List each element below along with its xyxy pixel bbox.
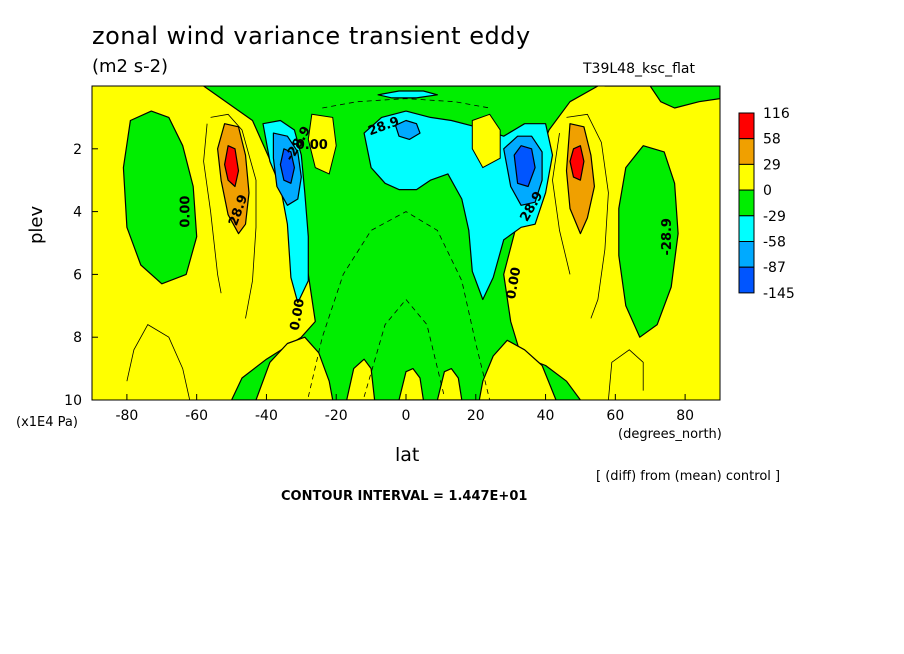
lightblue-top-center <box>394 119 421 140</box>
contour-right-thin-1 <box>566 113 609 319</box>
y-axis: 2 4 6 8 10 <box>64 142 98 409</box>
blue-left-core <box>279 148 295 184</box>
legend-swatch <box>738 138 755 165</box>
legend-swatch <box>738 215 755 243</box>
x-tick-label: 80 <box>676 408 694 424</box>
yellow-bump-a <box>346 358 376 400</box>
x-tick-label: -80 <box>115 408 138 424</box>
legend-label: -58 <box>763 235 786 251</box>
contour-lower-left-ring <box>126 324 191 400</box>
x-tick-label: 20 <box>467 408 485 424</box>
x-tick-label: -40 <box>255 408 278 424</box>
contour-label: 0.00 <box>296 138 328 153</box>
x-axis-units: (degrees_north) <box>618 427 722 442</box>
contour-left-thin-1 <box>210 113 257 319</box>
x-axis-label: lat <box>395 444 420 466</box>
contour-right-thin-2 <box>552 133 571 275</box>
x-axis: -80 -60 -40 -20 0 20 40 60 80 <box>115 394 694 424</box>
legend-label: 58 <box>763 132 781 148</box>
contour-label: 0.00 <box>179 196 194 228</box>
yellow-cell-left <box>307 113 337 175</box>
y-axis-label: plev <box>26 205 47 244</box>
y-tick-label: 2 <box>73 142 82 158</box>
run-label: T39L48_ksc_flat <box>583 61 695 77</box>
red-left-core <box>224 145 240 188</box>
cyan-top-sliver <box>377 90 438 99</box>
legend-label: -29 <box>763 209 786 225</box>
legend-label: -145 <box>763 286 795 302</box>
yellow-lower-left <box>255 336 334 400</box>
legend-swatch <box>738 189 755 217</box>
legend-swatch <box>738 266 755 294</box>
color-legend: 116 58 29 0 -29 -58 -87 -145 <box>738 106 795 302</box>
x-tick-label: -60 <box>185 408 208 424</box>
chart-title: zonal wind variance transient eddy <box>92 22 531 50</box>
chart-units: (m2 s-2) <box>92 56 169 77</box>
yellow-lower-right <box>478 339 557 400</box>
contour-interval: CONTOUR INTERVAL = 1.447E+01 <box>281 489 528 504</box>
contour-left-thin-2 <box>203 123 222 294</box>
legend-label: -87 <box>763 260 786 276</box>
y-tick-label: 8 <box>73 330 82 346</box>
contour-center-dashed-2 <box>363 298 445 398</box>
contour-label: 0.00 <box>504 266 524 300</box>
legend-swatch <box>738 112 755 140</box>
plot-area <box>92 86 720 400</box>
contour-top-dashed <box>322 98 490 109</box>
y-tick-label: 6 <box>73 267 82 283</box>
contour-lower-right-ring <box>608 349 644 400</box>
x-tick-label: 60 <box>606 408 624 424</box>
green-right-patch <box>618 145 679 338</box>
yellow-bump-b <box>398 368 424 400</box>
legend-swatch <box>738 163 755 191</box>
y-tick-label: 4 <box>73 205 82 221</box>
legend-swatch <box>738 241 755 268</box>
x-tick-label: 40 <box>537 408 555 424</box>
red-right-core <box>569 145 585 181</box>
diff-note: [ (diff) from (mean) control ] <box>596 469 781 484</box>
contour-center-dashed-1 <box>307 211 491 400</box>
contour-label: 0.00 <box>288 297 308 331</box>
y-tick-label: 10 <box>64 393 82 409</box>
x-tick-label: 0 <box>402 408 411 424</box>
x-tick-label: -20 <box>325 408 348 424</box>
green-top-right-band <box>604 86 720 109</box>
legend-label: 0 <box>763 183 772 199</box>
legend-label: 116 <box>763 106 790 122</box>
yellow-cell-right <box>471 113 501 169</box>
contour-label: -28.9 <box>660 218 675 255</box>
y-axis-units: (x1E4 Pa) <box>16 415 78 430</box>
legend-label: 29 <box>763 157 781 173</box>
green-left-patch <box>122 110 198 285</box>
blue-right-core <box>513 145 536 188</box>
